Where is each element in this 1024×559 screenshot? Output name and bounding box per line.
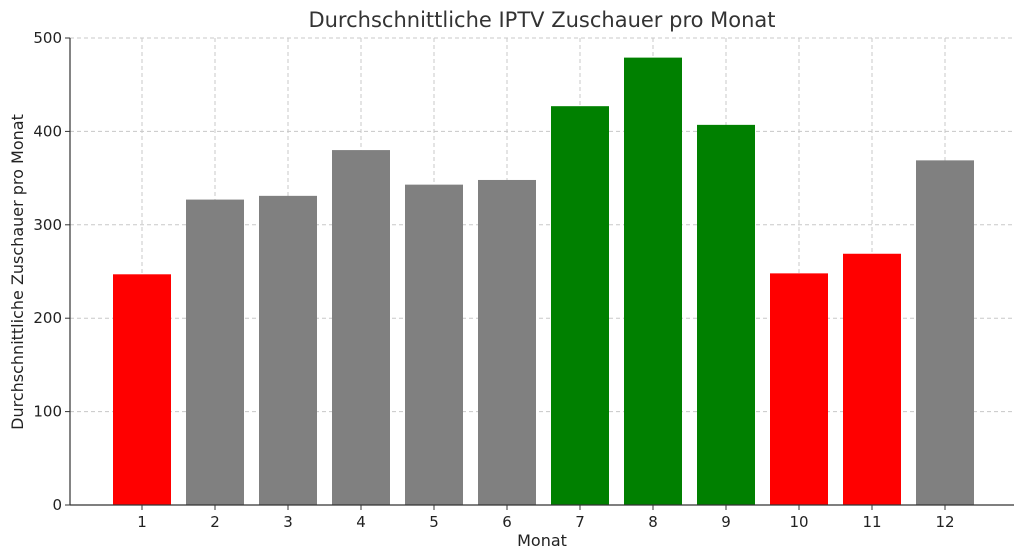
- x-tick-label: 10: [789, 513, 808, 531]
- x-tick-label: 1: [137, 513, 147, 531]
- bar-month-5: [405, 184, 463, 505]
- axes: [69, 38, 1014, 506]
- x-tick-label: 7: [575, 513, 585, 531]
- x-tick-label: 4: [356, 513, 366, 531]
- x-tick-label: 8: [648, 513, 658, 531]
- x-tick-label: 5: [429, 513, 439, 531]
- bar-month-11: [843, 253, 901, 505]
- x-axis-ticks: 1 2 3 4 5 6 7 8 9 10 11 12: [137, 505, 955, 531]
- y-tick-label: 0: [52, 496, 62, 514]
- y-axis-label: Durchschnittliche Zuschauer pro Monat: [8, 114, 27, 430]
- y-axis-ticks: 0 100 200 300 400 500: [33, 29, 70, 514]
- x-tick-label: 9: [721, 513, 731, 531]
- y-tick-label: 500: [33, 29, 62, 47]
- y-tick-label: 100: [33, 403, 62, 421]
- x-tick-label: 2: [210, 513, 220, 531]
- bar-month-6: [478, 179, 536, 505]
- y-tick-label: 200: [33, 309, 62, 327]
- y-tick-label: 300: [33, 216, 62, 234]
- bar-month-7: [551, 106, 609, 505]
- y-tick-label: 400: [33, 122, 62, 140]
- bar-month-10: [770, 273, 828, 505]
- x-tick-label: 3: [283, 513, 293, 531]
- bars: [113, 57, 974, 505]
- x-tick-label: 6: [502, 513, 512, 531]
- bar-month-4: [332, 150, 390, 505]
- bar-month-2: [186, 199, 244, 505]
- x-tick-label: 12: [935, 513, 954, 531]
- x-tick-label: 11: [862, 513, 881, 531]
- x-axis-label: Monat: [517, 531, 567, 550]
- chart-title: Durchschnittliche IPTV Zuschauer pro Mon…: [308, 8, 775, 32]
- bar-month-8: [624, 57, 682, 505]
- bar-month-1: [113, 274, 171, 505]
- bar-month-9: [697, 124, 755, 505]
- bar-month-12: [916, 160, 974, 505]
- bar-month-3: [259, 195, 317, 505]
